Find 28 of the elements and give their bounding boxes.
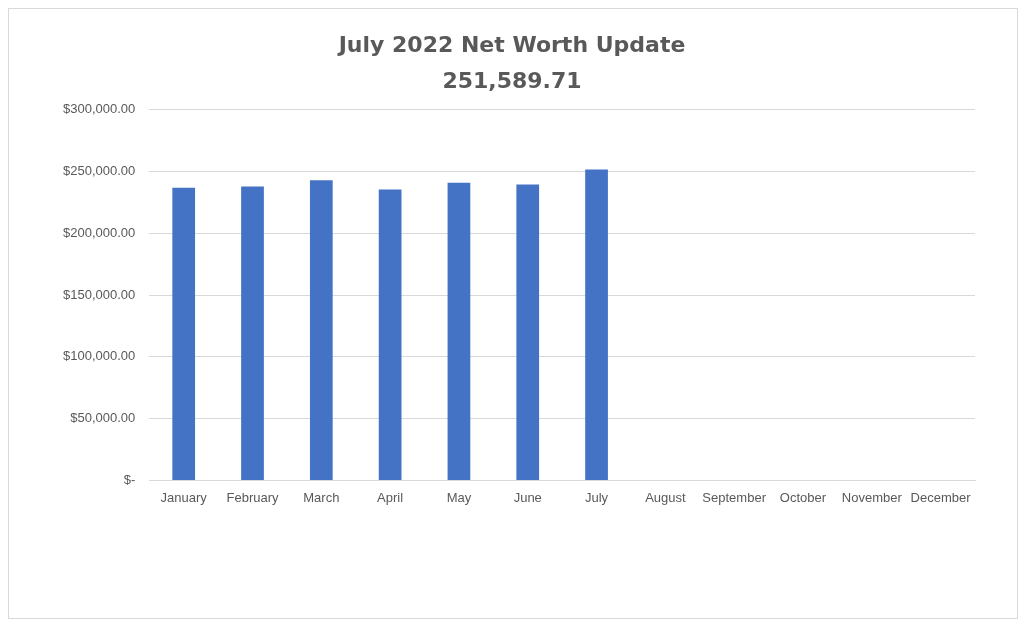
bar (172, 187, 196, 480)
bar (585, 169, 608, 480)
x-tick-label: March (303, 489, 340, 505)
bar (516, 184, 540, 480)
y-tick-label: $200,000.00 (63, 224, 136, 240)
x-tick-label: October (779, 489, 827, 505)
y-tick-label: $300,000.00 (63, 101, 136, 117)
x-tick-label: April (377, 489, 404, 505)
x-tick-label: May (446, 489, 472, 505)
x-tick-label: November (841, 489, 903, 505)
x-tick-label: February (226, 489, 280, 505)
y-tick-label: $100,000.00 (63, 348, 136, 364)
x-tick-label: July (584, 489, 609, 505)
y-tick-label: $50,000.00 (70, 410, 136, 426)
chart-title: July 2022 Net Worth Update (336, 31, 686, 57)
y-tick-label: $150,000.00 (63, 286, 136, 302)
bar (378, 189, 402, 480)
x-tick-label: January (160, 489, 208, 505)
x-tick-label: September (702, 489, 767, 505)
y-tick-label: $- (123, 471, 136, 487)
y-tick-label: $250,000.00 (63, 163, 136, 179)
x-tick-label: August (645, 489, 686, 505)
bar (309, 180, 333, 480)
chart-subtitle: 251,589.71 (442, 68, 582, 94)
bar (241, 186, 264, 480)
x-tick-label: June (513, 489, 542, 505)
bar (447, 182, 471, 480)
x-tick-label: December (910, 489, 972, 505)
